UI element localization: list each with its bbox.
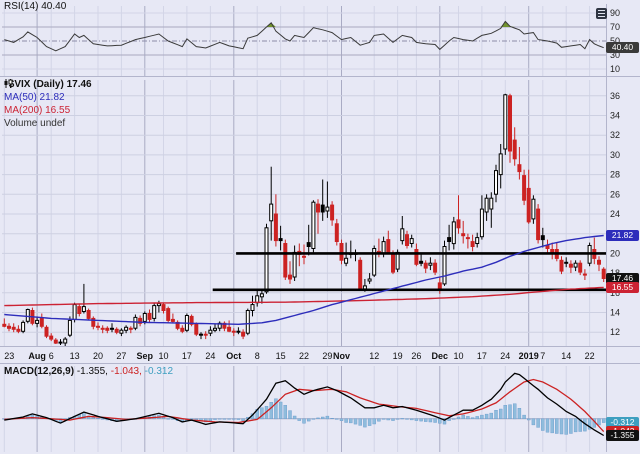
svg-text:50: 50 xyxy=(610,36,620,46)
svg-text:15: 15 xyxy=(276,351,286,361)
macd-signal-value: -1.043, xyxy=(110,366,142,377)
svg-text:14: 14 xyxy=(561,351,571,361)
svg-text:12: 12 xyxy=(610,327,620,337)
svg-text:30: 30 xyxy=(610,50,620,60)
svg-text:27: 27 xyxy=(116,351,126,361)
ma50-layer xyxy=(4,234,604,326)
svg-text:23: 23 xyxy=(4,351,14,361)
ma200-badge: 16.55 xyxy=(606,281,639,293)
ma50-badge: 21.82 xyxy=(606,230,639,241)
chart-menu-icon[interactable] xyxy=(596,8,607,19)
svg-text:90: 90 xyxy=(610,8,620,18)
ma50-line xyxy=(4,234,604,326)
rsi-label: RSI(14) 40.40 xyxy=(4,1,66,13)
svg-text:19: 19 xyxy=(393,351,403,361)
macd-line-badge: -1.355 xyxy=(606,430,639,441)
ma200-line xyxy=(4,286,604,307)
price-last-text: 17.46 xyxy=(66,79,92,90)
svg-text:8: 8 xyxy=(255,351,260,361)
svg-text:Oct: Oct xyxy=(226,351,241,361)
macd-hist-value: -0.312 xyxy=(144,366,174,377)
macd-panel xyxy=(2,372,606,437)
svg-text:17: 17 xyxy=(477,351,487,361)
rsi-value-text: 40.40 xyxy=(41,1,67,12)
svg-text:20: 20 xyxy=(610,248,620,258)
svg-text:Nov: Nov xyxy=(333,351,350,361)
svg-text:32: 32 xyxy=(610,130,620,140)
panel-separators xyxy=(0,4,640,452)
svg-text:30: 30 xyxy=(610,150,620,160)
rsi-param-text: RSI(14) xyxy=(4,1,39,12)
svg-text:22: 22 xyxy=(299,351,309,361)
ma50-label: MA(50) 21.82 xyxy=(4,92,65,103)
macd-line-value: -1.355, xyxy=(76,366,108,377)
volume-label: Volume undef xyxy=(4,118,66,129)
svg-text:17: 17 xyxy=(182,351,192,361)
svg-text:Aug: Aug xyxy=(28,351,46,361)
svg-text:24: 24 xyxy=(610,209,620,219)
svg-text:24: 24 xyxy=(205,351,215,361)
ma200-layer xyxy=(4,286,604,307)
svg-text:28: 28 xyxy=(610,170,620,180)
svg-text:Dec: Dec xyxy=(432,351,449,361)
svg-text:22: 22 xyxy=(585,351,595,361)
svg-text:12: 12 xyxy=(369,351,379,361)
svg-text:26: 26 xyxy=(411,351,421,361)
svg-text:29: 29 xyxy=(322,351,332,361)
svg-text:26: 26 xyxy=(610,189,620,199)
trendlines xyxy=(212,252,606,292)
ma200-label: MA(200) 16.55 xyxy=(4,105,71,116)
svg-text:10: 10 xyxy=(453,351,463,361)
svg-text:7: 7 xyxy=(540,351,545,361)
rsi-panel: 90 70 50 30 10 xyxy=(2,8,620,74)
svg-text:13: 13 xyxy=(70,351,80,361)
macd-hist-badge: -0.312 xyxy=(606,417,639,429)
price-title: $VIX (Daily) 17.46 xyxy=(4,79,92,91)
svg-text:36: 36 xyxy=(610,91,620,101)
svg-text:2019: 2019 xyxy=(519,351,539,361)
svg-text:10: 10 xyxy=(158,351,168,361)
last-price-badge: 17.46 xyxy=(606,272,639,284)
gridlines xyxy=(3,6,591,452)
candles-layer xyxy=(2,93,606,346)
svg-text:34: 34 xyxy=(610,111,620,121)
svg-text:10: 10 xyxy=(610,64,620,74)
svg-text:20: 20 xyxy=(93,351,103,361)
svg-text:24: 24 xyxy=(500,351,510,361)
svg-text:14: 14 xyxy=(610,308,620,318)
rsi-badge: 40.40 xyxy=(606,42,639,54)
svg-text:70: 70 xyxy=(610,22,620,32)
macd-label: MACD(12,26,9) -1.355, -1.043, -0.312 xyxy=(4,366,173,378)
macd-param-text: MACD(12,26,9) xyxy=(4,366,75,377)
svg-text:6: 6 xyxy=(49,351,54,361)
date-axis: 23 Aug 6 13 20 27 Sep 10 17 24 Oct 8 15 22 29 Nov 12 19 26… xyxy=(4,351,594,361)
svg-text:Sep: Sep xyxy=(137,351,154,361)
price-symbol-text: $VIX (Daily) xyxy=(8,79,64,90)
